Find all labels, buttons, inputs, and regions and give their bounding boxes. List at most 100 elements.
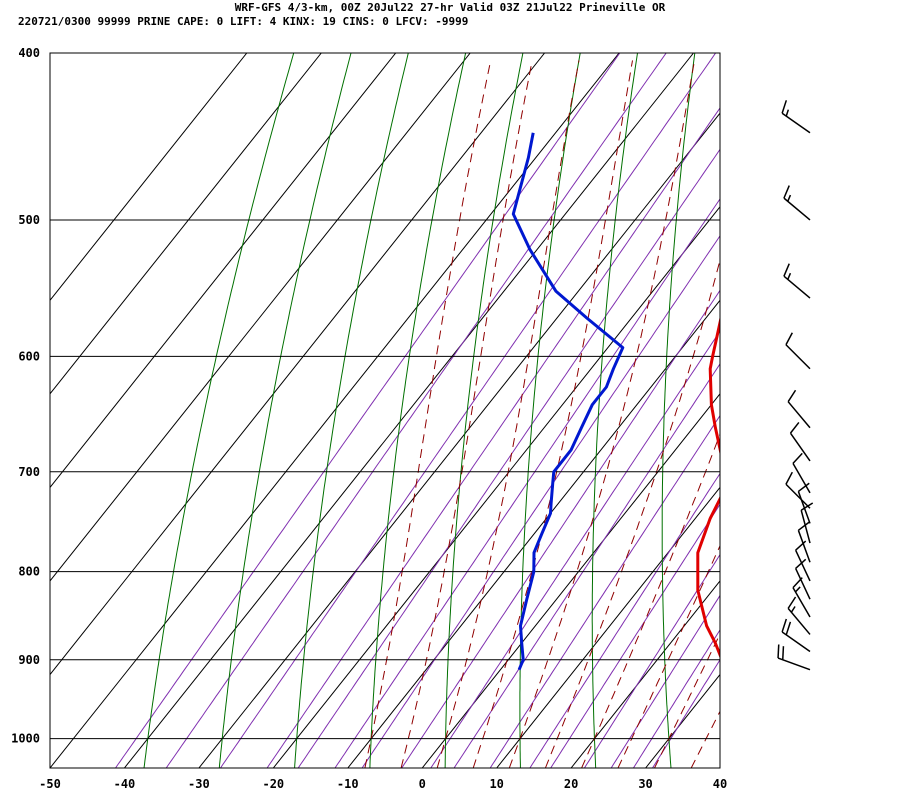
moist-adiabat-line: [617, 544, 720, 768]
mixing-ratio-line: [550, 503, 720, 768]
wind-barb-feather: [785, 332, 793, 346]
wind-barb: [787, 389, 811, 429]
isotherm-line: [50, 53, 545, 676]
wind-barb: [797, 521, 811, 563]
isotherm-line: [50, 53, 471, 582]
y-tick-label: 1000: [11, 732, 40, 746]
mixing-ratio-line: [610, 594, 720, 768]
wind-barb-staff: [785, 483, 811, 509]
mixing-ratio-line: [297, 148, 720, 768]
wind-barb-feather: [797, 521, 810, 531]
moist-adiabat-line: [544, 258, 720, 768]
background-lines: [50, 53, 897, 768]
wind-barb-staff: [777, 657, 811, 671]
wind-barb-feather: [781, 646, 785, 660]
moist-adiabat-line: [364, 60, 492, 768]
dry-adiabat-line: [795, 53, 821, 768]
wind-barb-staff: [787, 607, 811, 635]
wind-barb-staff: [781, 631, 811, 653]
wind-barb-feather: [800, 502, 814, 511]
wind-barb: [785, 471, 811, 509]
moist-adiabat-line: [436, 60, 580, 768]
wind-barb-half-feather: [787, 194, 792, 202]
mixing-ratio-line: [632, 629, 720, 768]
isotherm-line: [272, 205, 720, 768]
wind-barb-half-feather: [794, 586, 801, 593]
mixing-ratio-line: [115, 53, 621, 768]
x-tick-label: -10: [337, 777, 359, 791]
wind-barb-staff: [794, 549, 811, 582]
wind-barb: [785, 332, 811, 370]
dry-adiabat-line: [519, 53, 581, 768]
x-tick-label: -40: [114, 777, 136, 791]
wind-barb-half-feather: [787, 272, 792, 280]
wind-barb-half-feather: [785, 109, 790, 117]
wind-barb: [792, 577, 811, 618]
wind-barb: [781, 618, 811, 653]
moist-adiabat-line: [581, 432, 720, 768]
dry-adiabat-line: [369, 53, 467, 768]
wind-barb-staff: [789, 432, 811, 462]
isotherm-line: [570, 580, 720, 768]
wind-barb: [789, 421, 811, 462]
wind-barb-staff: [794, 568, 811, 600]
dry-adiabat-line: [730, 53, 752, 768]
isotherm-line: [50, 53, 322, 395]
isotherm-line: [50, 53, 397, 489]
y-tick-label: 500: [18, 213, 40, 227]
moist-adiabat-line: [508, 60, 695, 768]
mixing-ratio-line: [489, 414, 720, 768]
x-tick-label: 20: [564, 777, 578, 791]
dry-adiabat-line: [218, 53, 352, 768]
mixing-ratio-line: [652, 658, 720, 768]
y-tick-label: 800: [18, 565, 40, 579]
dry-adiabat-line: [591, 53, 638, 768]
wind-barb-staff: [800, 510, 811, 544]
x-tick-label: -30: [188, 777, 210, 791]
isotherm-line: [496, 486, 720, 768]
wind-barb-feather: [792, 577, 803, 589]
wind-barb: [781, 100, 811, 134]
wind-barb-feather: [797, 482, 810, 493]
wind-barb: [797, 482, 811, 524]
x-tick-label: -50: [39, 777, 61, 791]
wind-barb-feather: [785, 471, 793, 485]
temperature-line: [696, 315, 720, 659]
wind-barb-staff: [797, 530, 811, 563]
wind-barb: [783, 185, 811, 221]
mixing-ratio-line: [361, 234, 720, 768]
mixing-ratio-line: [401, 289, 720, 768]
wind-barb: [800, 502, 814, 544]
y-tick-label: 700: [18, 465, 40, 479]
dry-adiabat-line: [444, 53, 524, 768]
chart-title: WRF-GFS 4/3-km, 00Z 20Jul22 27-hr Valid …: [235, 1, 666, 14]
x-tick-label: -20: [262, 777, 284, 791]
moist-adiabat-line: [690, 710, 720, 768]
wind-barb: [783, 263, 811, 299]
wind-barb-feather: [783, 263, 790, 277]
mixing-ratio-line: [266, 107, 720, 768]
wind-barb-feather: [777, 644, 780, 659]
wind-barb-feather: [781, 618, 788, 633]
isotherm-line: [198, 112, 720, 768]
wind-barb-feather: [795, 540, 807, 551]
y-tick-label: 900: [18, 653, 40, 667]
dry-adiabat-line: [859, 53, 897, 768]
wind-barb-feather: [792, 452, 803, 464]
wind-barb: [787, 596, 811, 635]
wind-barb-feather: [783, 185, 790, 199]
mixing-ratio-line: [334, 198, 720, 768]
wind-barb-staff: [781, 112, 811, 134]
mixing-ratio-line: [583, 553, 720, 768]
wind-barb-staff: [792, 463, 811, 494]
wind-barb-staff: [785, 344, 811, 370]
wind-barb-feather: [795, 558, 807, 569]
isotherm-line: [421, 393, 720, 768]
wind-barb: [794, 540, 811, 582]
x-tick-label: 30: [638, 777, 652, 791]
mixing-ratio-line: [453, 363, 720, 768]
wind-barb-staff: [792, 587, 811, 618]
dewpoint-line: [511, 132, 625, 671]
isotherm-line: [50, 53, 248, 302]
